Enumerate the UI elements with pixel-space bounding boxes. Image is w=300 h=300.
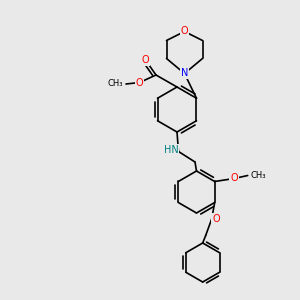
- Text: O: O: [136, 77, 143, 88]
- Text: O: O: [142, 55, 149, 65]
- Text: N: N: [181, 68, 188, 79]
- Text: CH₃: CH₃: [251, 171, 266, 180]
- Text: O: O: [230, 173, 238, 184]
- Text: CH₃: CH₃: [107, 80, 123, 88]
- Text: O: O: [181, 26, 188, 37]
- Text: O: O: [212, 214, 220, 224]
- Text: HN: HN: [164, 145, 178, 155]
